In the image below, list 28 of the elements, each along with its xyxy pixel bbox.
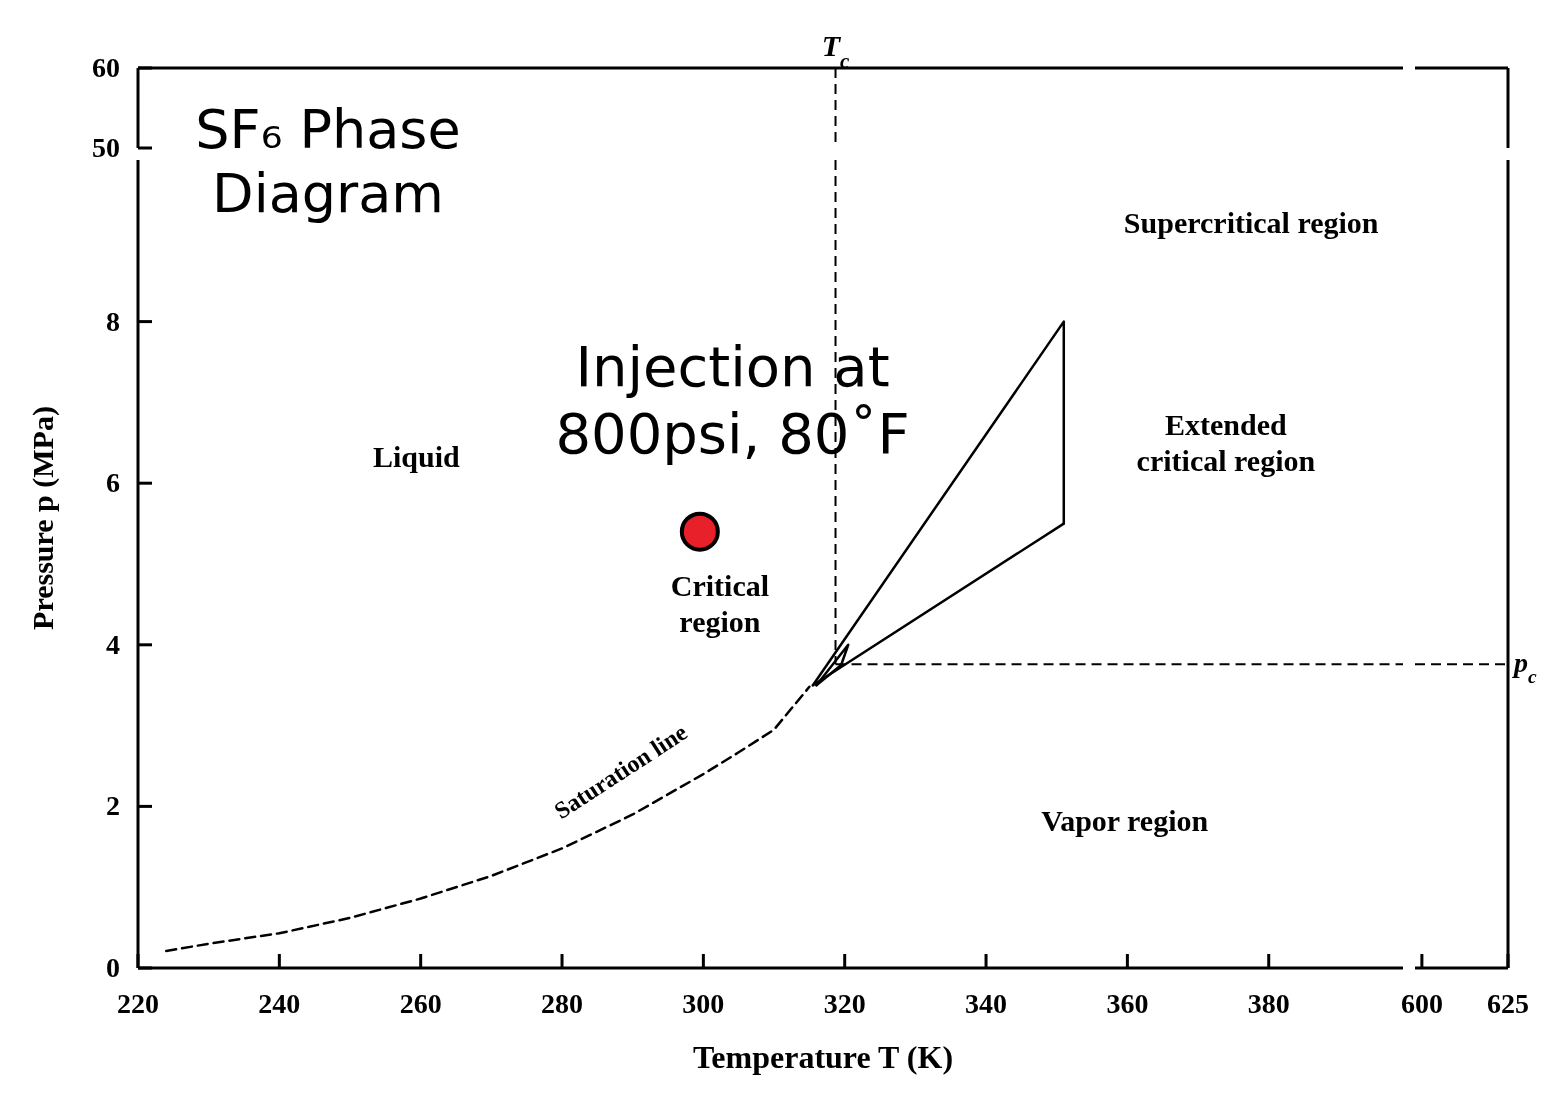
x-tick-label: 240	[258, 988, 301, 1019]
x-tick-label: 300	[682, 988, 725, 1019]
x-tick-label: 360	[1106, 988, 1149, 1019]
y-tick-label: 8	[106, 305, 120, 337]
annotation: Critical region	[670, 569, 770, 639]
x-tick-label: 320	[823, 988, 866, 1019]
x-tick-label: 260	[399, 988, 442, 1019]
ref-line-label: p$_{c}$	[1512, 647, 1537, 687]
y-axis-title: Pressure p (MPa)	[26, 406, 60, 630]
y-tick-label: 0	[106, 952, 120, 983]
chart-title: SF₆ Phase Diagram	[195, 98, 461, 225]
y-tick-label: 50	[92, 132, 120, 163]
y-tick-label: 2	[106, 790, 120, 822]
annotation: Liquid	[372, 440, 460, 474]
x-tick-label: 280	[541, 988, 584, 1019]
annotation: Extended critical region	[1136, 407, 1316, 477]
x-axis-title: Temperature T (K)	[692, 1039, 954, 1075]
x-tick-label: 220	[117, 988, 159, 1019]
x-tick-label: 625	[1487, 988, 1529, 1019]
y-tick-label: 4	[106, 628, 120, 660]
annotation: Injection at 800psi, 80˚F	[555, 334, 910, 467]
y-tick-label: 6	[106, 467, 120, 499]
x-tick-label: 340	[965, 988, 1008, 1019]
x-tick-label: 600	[1400, 988, 1443, 1019]
y-tick-label: 60	[92, 52, 120, 83]
annotation: Vapor region	[1041, 803, 1209, 837]
x-tick-label: 380	[1247, 988, 1290, 1019]
annotation: Supercritical region	[1123, 205, 1379, 239]
